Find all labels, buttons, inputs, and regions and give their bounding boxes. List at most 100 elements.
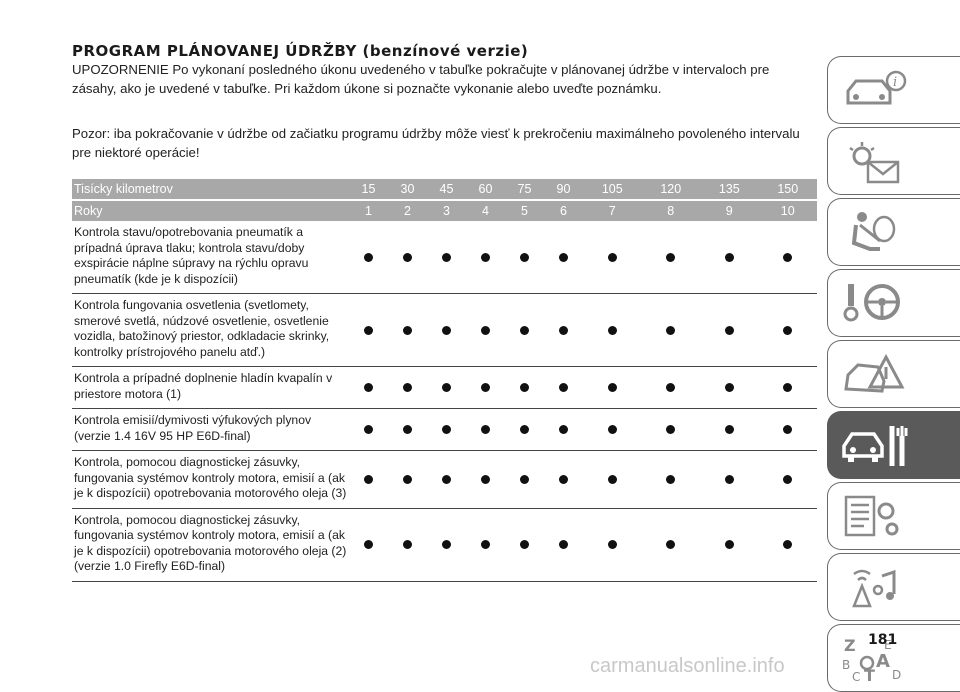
interval-cell bbox=[505, 408, 544, 451]
car-info-icon: i bbox=[846, 70, 907, 105]
scheduled-dot bbox=[364, 425, 373, 434]
scheduled-dot bbox=[364, 540, 373, 549]
note-paragraph: Pozor: iba pokračovanie v údržbe od zači… bbox=[72, 126, 800, 160]
interval-cell bbox=[544, 508, 583, 582]
svg-text:A: A bbox=[876, 651, 890, 672]
specs-gears-icon bbox=[844, 495, 899, 537]
interval-cell bbox=[641, 508, 700, 582]
tab-starting-driving[interactable] bbox=[827, 269, 960, 337]
scheduled-dot bbox=[364, 252, 373, 262]
year-header-cell: 8 bbox=[641, 201, 700, 221]
page-number: 181 bbox=[868, 632, 898, 648]
interval-cell bbox=[544, 221, 583, 294]
interval-cell bbox=[427, 366, 466, 409]
interval-cell bbox=[466, 450, 505, 509]
interval-cell bbox=[758, 366, 817, 409]
scheduled-dot bbox=[403, 474, 412, 484]
tab-emergency[interactable] bbox=[827, 340, 960, 408]
scheduled-dot bbox=[442, 540, 451, 549]
scheduled-dot bbox=[364, 383, 373, 392]
interval-cell bbox=[544, 408, 583, 451]
interval-cell bbox=[641, 366, 700, 409]
scheduled-dot bbox=[724, 252, 734, 262]
years-header-label: Roky bbox=[72, 201, 349, 221]
scheduled-dot bbox=[403, 383, 412, 392]
interval-cell bbox=[583, 508, 642, 582]
interval-cell bbox=[544, 366, 583, 409]
interval-cell bbox=[641, 408, 700, 451]
maintenance-table: Tisícky kilometrov 15 30 45 60 75 90 105… bbox=[72, 179, 817, 582]
interval-cell bbox=[758, 508, 817, 582]
scheduled-dot bbox=[559, 252, 568, 262]
scheduled-dot bbox=[403, 425, 412, 434]
interval-cell bbox=[583, 221, 642, 294]
scheduled-dot bbox=[481, 252, 490, 262]
interval-cell bbox=[505, 293, 544, 367]
interval-cell bbox=[758, 408, 817, 451]
svg-text:T: T bbox=[864, 666, 875, 683]
table-row: Kontrola, pomocou diagnostickej zásuvky,… bbox=[72, 450, 817, 509]
tab-maintenance[interactable] bbox=[827, 411, 960, 479]
warning-lights-message-icon bbox=[849, 142, 900, 184]
scheduled-dot bbox=[607, 425, 617, 434]
km-header-cell: 45 bbox=[427, 179, 466, 199]
operation-description: Kontrola, pomocou diagnostickej zásuvky,… bbox=[72, 450, 349, 509]
scheduled-dot bbox=[520, 252, 529, 262]
operation-description: Kontrola a prípadné doplnenie hladín kva… bbox=[72, 366, 349, 409]
interval-cell bbox=[700, 408, 759, 451]
km-header-cell: 120 bbox=[641, 179, 700, 199]
interval-cell bbox=[427, 450, 466, 509]
interval-cell bbox=[466, 508, 505, 582]
tab-car-info[interactable]: i bbox=[827, 56, 960, 124]
scheduled-dot bbox=[724, 474, 734, 484]
operation-description: Kontrola, pomocou diagnostickej zásuvky,… bbox=[72, 508, 349, 582]
tab-technical-data[interactable] bbox=[827, 482, 960, 550]
interval-cell bbox=[349, 450, 388, 509]
scheduled-dot bbox=[724, 383, 734, 392]
table-row: Kontrola, pomocou diagnostickej zásuvky,… bbox=[72, 508, 817, 582]
interval-cell bbox=[505, 508, 544, 582]
km-header-cell: 75 bbox=[505, 179, 544, 199]
tab-index[interactable]: Z E B A C T D bbox=[827, 624, 960, 692]
scheduled-dot bbox=[724, 325, 734, 335]
year-header-cell: 1 bbox=[349, 201, 388, 221]
interval-cell bbox=[583, 450, 642, 509]
interval-cell bbox=[700, 450, 759, 509]
interval-cell bbox=[758, 221, 817, 294]
interval-cell bbox=[758, 450, 817, 509]
year-header-cell: 5 bbox=[505, 201, 544, 221]
scheduled-dot bbox=[442, 425, 451, 434]
km-header-label: Tisícky kilometrov bbox=[72, 179, 349, 199]
interval-cell bbox=[583, 366, 642, 409]
scheduled-dot bbox=[520, 425, 529, 434]
interval-cell bbox=[700, 366, 759, 409]
interval-cell bbox=[466, 221, 505, 294]
scheduled-dot bbox=[559, 540, 568, 549]
tab-warning-lights[interactable] bbox=[827, 127, 960, 195]
scheduled-dot bbox=[607, 474, 617, 484]
year-header-cell: 9 bbox=[700, 201, 759, 221]
year-header-cell: 3 bbox=[427, 201, 466, 221]
watermark: carmanualsonline.info bbox=[590, 655, 785, 677]
year-header-cell: 2 bbox=[388, 201, 427, 221]
scheduled-dot bbox=[481, 325, 490, 335]
scheduled-dot bbox=[724, 540, 734, 549]
svg-text:B: B bbox=[842, 658, 850, 672]
interval-cell bbox=[505, 221, 544, 294]
scheduled-dot bbox=[783, 425, 793, 434]
svg-text:Z: Z bbox=[844, 636, 856, 655]
scheduled-dot bbox=[607, 325, 617, 335]
interval-cell bbox=[583, 293, 642, 367]
interval-cell bbox=[700, 293, 759, 367]
tab-multimedia[interactable] bbox=[827, 553, 960, 621]
interval-cell bbox=[505, 450, 544, 509]
scheduled-dot bbox=[481, 383, 490, 392]
scheduled-dot bbox=[666, 252, 676, 262]
car-wrench-maintenance-icon bbox=[842, 426, 908, 466]
tab-safety[interactable] bbox=[827, 198, 960, 266]
year-header-cell: 10 bbox=[758, 201, 817, 221]
scheduled-dot bbox=[442, 252, 451, 262]
scheduled-dot bbox=[520, 383, 529, 392]
interval-cell bbox=[349, 221, 388, 294]
scheduled-dot bbox=[520, 325, 529, 335]
